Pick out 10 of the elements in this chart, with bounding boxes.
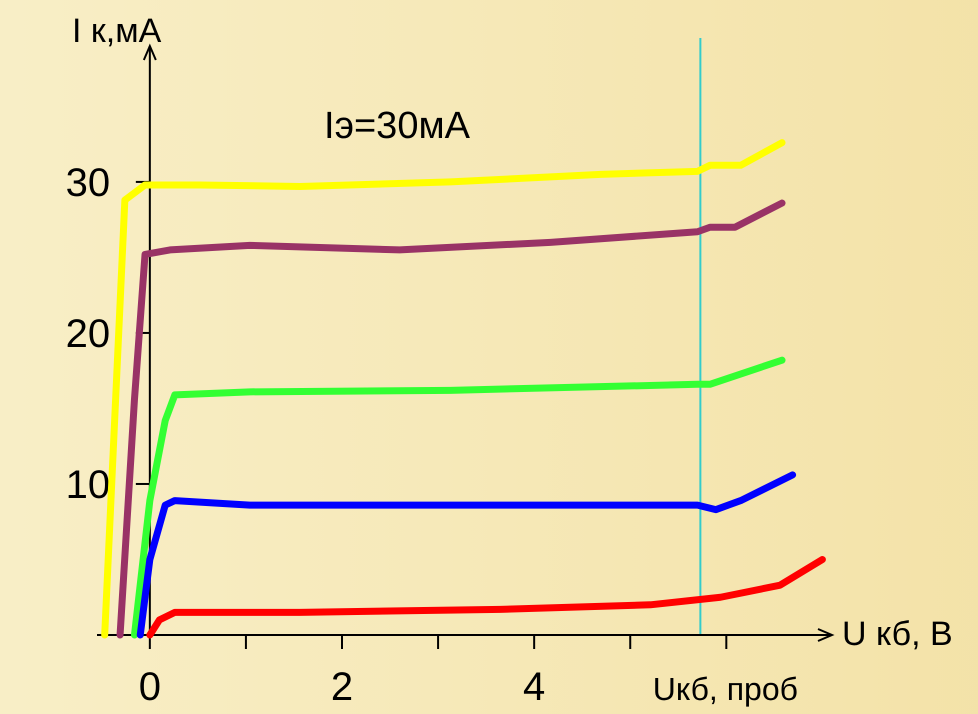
- x-tick-label: 0: [138, 665, 161, 709]
- ref-line-label: Uкб, проб: [652, 671, 798, 707]
- y-tick-label: 30: [66, 160, 110, 205]
- x-tick-label: 2: [330, 665, 354, 709]
- x-axis-title: U кб, В: [842, 615, 953, 653]
- x-tick-label: 4: [523, 665, 546, 709]
- y-tick-label: 10: [66, 462, 110, 507]
- annotation: Iэ=30мА: [324, 105, 471, 147]
- y-axis-title: I к,мА: [72, 12, 162, 50]
- y-tick-label: 20: [66, 312, 110, 356]
